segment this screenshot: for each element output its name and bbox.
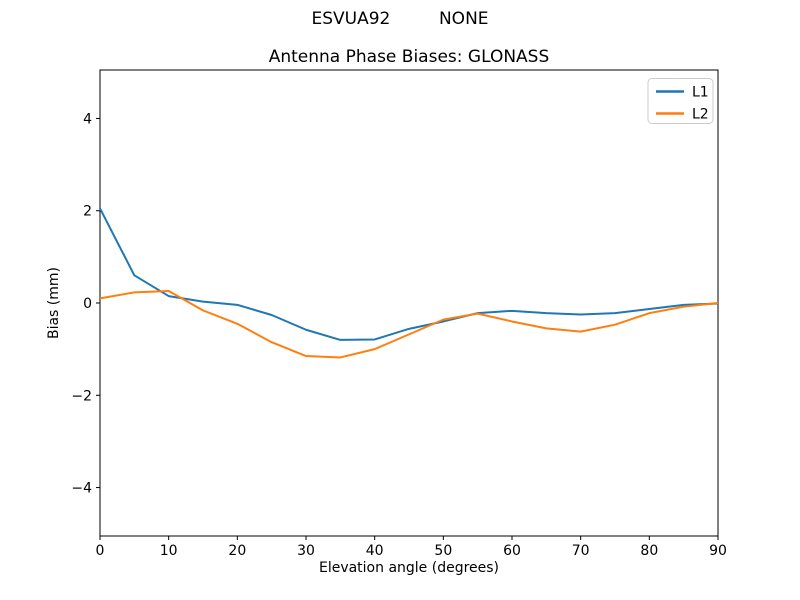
y-tick-label: −2 (71, 388, 92, 404)
x-tick-label: 90 (709, 543, 727, 559)
x-tick-label: 10 (160, 543, 178, 559)
x-axis-label: Elevation angle (degrees) (319, 560, 499, 576)
x-tick-label: 80 (640, 543, 658, 559)
figure-suptitle: ESVUA92 NONE (311, 9, 488, 29)
series-line-l1 (99, 207, 719, 341)
series-line-l2 (99, 290, 719, 359)
y-tick-label: 0 (83, 296, 92, 312)
x-tick-label: 30 (297, 543, 315, 559)
x-tick-label: 50 (434, 543, 452, 559)
x-tick-label: 0 (96, 543, 105, 559)
y-tick-label: 2 (83, 204, 92, 220)
x-tick-label: 70 (572, 543, 590, 559)
x-tick-label: 60 (503, 543, 521, 559)
y-axis-label: Bias (mm) (46, 267, 62, 339)
chart-title: Antenna Phase Biases: GLONASS (269, 47, 550, 67)
plot-area: 0 10 20 30 40 50 60 70 80 90 −4 −2 0 2 4 L1 L2 (71, 78, 727, 559)
y-tick-label: 4 (83, 111, 92, 127)
x-tick-label: 40 (366, 543, 384, 559)
legend-label-l2: L2 (692, 107, 709, 123)
plot-area-border (99, 69, 719, 537)
y-tick-label: −4 (71, 481, 92, 497)
x-tick-label: 20 (228, 543, 246, 559)
legend-label-l1: L1 (692, 85, 709, 101)
